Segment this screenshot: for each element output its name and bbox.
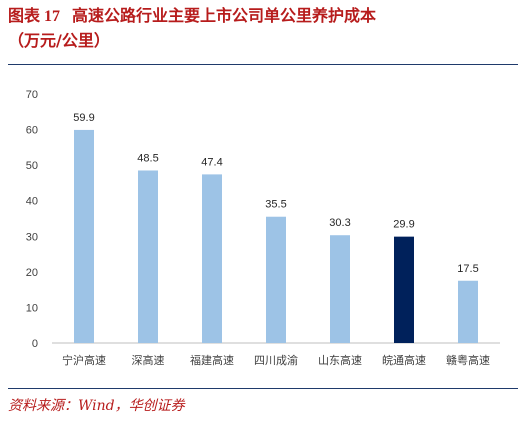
- data-label: 47.4: [201, 156, 222, 168]
- data-label: 17.5: [457, 263, 478, 275]
- bar: [138, 170, 158, 343]
- y-tick-label: 20: [26, 267, 38, 279]
- figure-title: 图表 17 高速公路行业主要上市公司单公里养护成本 （万元/公里）: [8, 4, 518, 53]
- x-tick-label: 山东高速: [318, 353, 362, 367]
- bar: [266, 216, 286, 343]
- data-label: 35.5: [265, 199, 286, 211]
- data-label: 59.9: [73, 112, 94, 124]
- y-tick-label: 40: [26, 196, 38, 208]
- x-tick-label: 赣粤高速: [446, 353, 490, 367]
- title-line2: （万元/公里）: [8, 31, 110, 50]
- y-tick-label: 50: [26, 160, 38, 172]
- x-tick-label: 深高速: [132, 353, 165, 367]
- bar: [74, 129, 94, 343]
- y-tick-label: 30: [26, 231, 38, 243]
- figure-number: 图表 17: [8, 8, 61, 25]
- title-line1: 高速公路行业主要上市公司单公里养护成本: [72, 6, 377, 25]
- bar: [202, 174, 222, 343]
- y-tick-label: 70: [26, 89, 38, 101]
- bottom-rule: [8, 388, 518, 389]
- source-note: 资料来源：Wind，华创证券: [8, 398, 185, 414]
- data-label: 30.3: [329, 217, 350, 229]
- x-tick-label: 皖通高速: [382, 353, 426, 367]
- data-label: 29.9: [393, 219, 414, 231]
- bar: [330, 235, 350, 343]
- x-tick-label: 四川成渝: [254, 353, 298, 367]
- x-tick-label: 福建高速: [190, 353, 234, 367]
- y-tick-label: 60: [26, 125, 38, 137]
- top-rule: [8, 64, 518, 65]
- bar: [394, 236, 414, 343]
- y-tick-label: 10: [26, 302, 38, 314]
- y-tick-label: 0: [32, 338, 38, 350]
- data-label: 48.5: [137, 152, 158, 164]
- bar: [458, 280, 478, 343]
- x-tick-label: 宁沪高速: [62, 353, 106, 367]
